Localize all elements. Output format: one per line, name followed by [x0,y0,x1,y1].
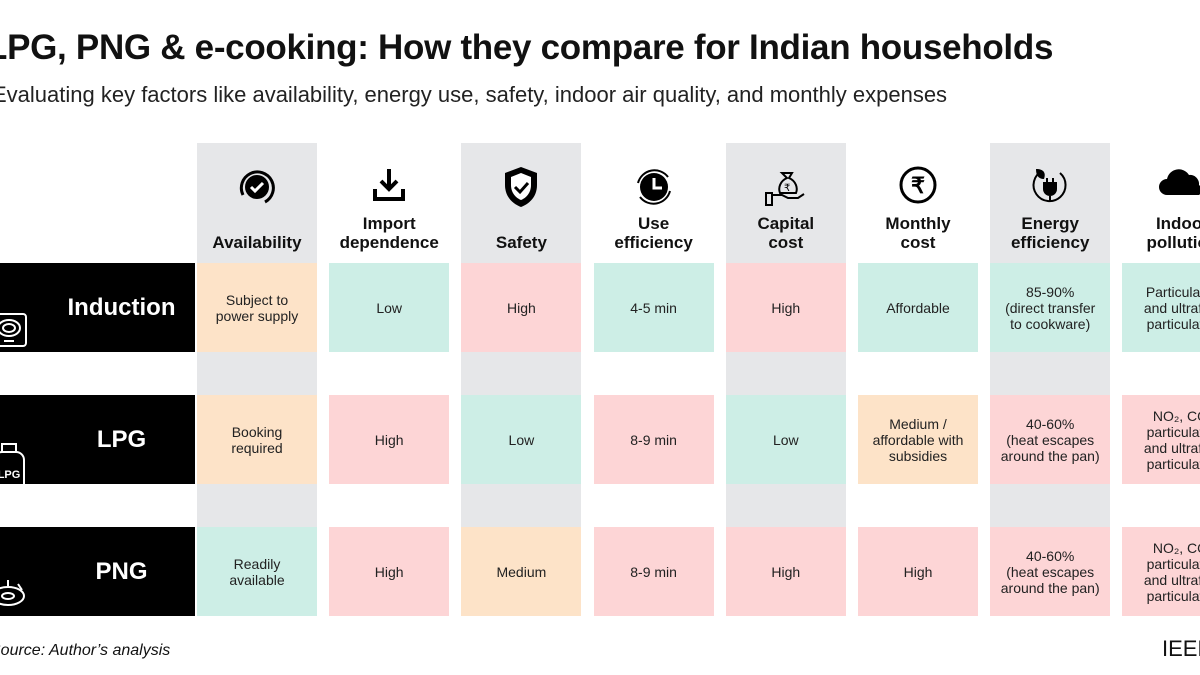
table-cell: 40-60% (heat escapes around the pan) [990,395,1111,484]
table-cell: 8-9 min [593,527,714,616]
table-cell: High [725,263,846,352]
shield-check-icon [461,165,581,207]
table-cell: 85-90% (direct transfer to cookware) [990,263,1111,352]
column-header-import-dependence: Import dependence [329,143,449,258]
table-cell: Subject to power supply [197,263,317,352]
table-cell: NO₂, CO, particulates and ultrafine part… [1122,395,1200,484]
column-header-monthly-cost: ₹ Monthly cost [858,143,978,258]
cloud-icon [1122,165,1200,205]
table-cell: Particulates and ultrafine particulates [1122,263,1200,352]
download-icon [329,165,449,205]
table-cell: Low [461,395,582,484]
check-circle-icon [197,165,317,205]
table-cell: 4-5 min [593,263,714,352]
column-header-label: Availability [212,233,302,252]
table-cell: NO₂, CO, particulates and ultrafine part… [1122,527,1200,616]
table-cell: Booking required [197,395,317,484]
row-label-text: Induction [67,293,176,321]
source-note: Source: Author’s analysis [0,642,171,659]
row-label-text: PNG [95,557,148,585]
table-cell: Medium [461,527,582,616]
clock-icon [594,165,714,205]
column-header-safety: Safety [461,143,581,258]
column-header-label: Energy efficiency [1010,214,1090,252]
row-label-text: LPG [96,425,147,453]
svg-text:₹: ₹ [911,173,925,198]
table-cell: High [329,395,450,484]
table-cell: Low [329,263,450,352]
table-cell: High [725,527,846,616]
table-cell: Low [725,395,846,484]
row-label-png: PNG [0,527,195,616]
money-bag-hand-icon: ₹ [726,165,846,206]
table-cell: Readily available [197,527,317,616]
row-label-induction: Induction [0,263,195,352]
row-label-lpg: LPG LPG [0,395,195,493]
table-cell: 8-9 min [593,395,714,484]
column-header-indoor-pollution: Indoor pollution [1122,143,1200,258]
table-cell: High [461,263,582,352]
table-cell: Affordable [858,263,978,352]
ieefa-logo: IEEFA [1162,636,1200,661]
table-cell: High [329,527,450,616]
column-header-availability: Availability [197,143,317,258]
page-title: LPG, PNG & e-cooking: How they compare f… [0,28,1054,67]
table-cell: High [858,527,978,616]
table-cell: Medium / affordable with subsidies [858,395,978,484]
svg-text:LPG: LPG [0,469,20,481]
svg-text:₹: ₹ [784,183,790,194]
leaf-plug-icon [990,165,1110,205]
column-header-use-efficiency: Use efficiency [594,143,714,258]
table-cell: 40-60% (heat escapes around the pan) [990,527,1111,616]
column-header-label: Import dependence [339,214,439,252]
page-subtitle: Evaluating key factors like availability… [0,82,948,107]
column-header-label: Indoor pollution [1146,214,1200,252]
column-header-label: Capital cost [757,214,815,252]
column-header-label: Monthly cost [885,214,951,252]
column-header-label: Safety [495,233,547,252]
rupee-icon: ₹ [858,165,978,205]
column-header-capital-cost: ₹ Capital cost [726,143,846,258]
column-header-label: Use efficiency [614,214,693,252]
column-header-energy-efficiency: Energy efficiency [990,143,1110,258]
